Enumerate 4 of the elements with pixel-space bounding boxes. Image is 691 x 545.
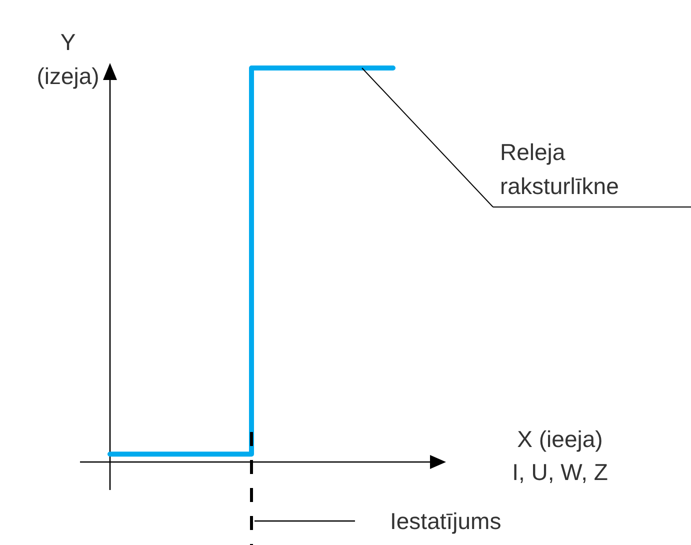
x-axis-title: X (ieeja) I, U, W, Z: [512, 426, 608, 485]
text: Iestatījums: [390, 508, 502, 534]
y-axis-title: Y (izeja): [36, 29, 100, 89]
text: Releja raksturlīkne: [500, 139, 619, 199]
